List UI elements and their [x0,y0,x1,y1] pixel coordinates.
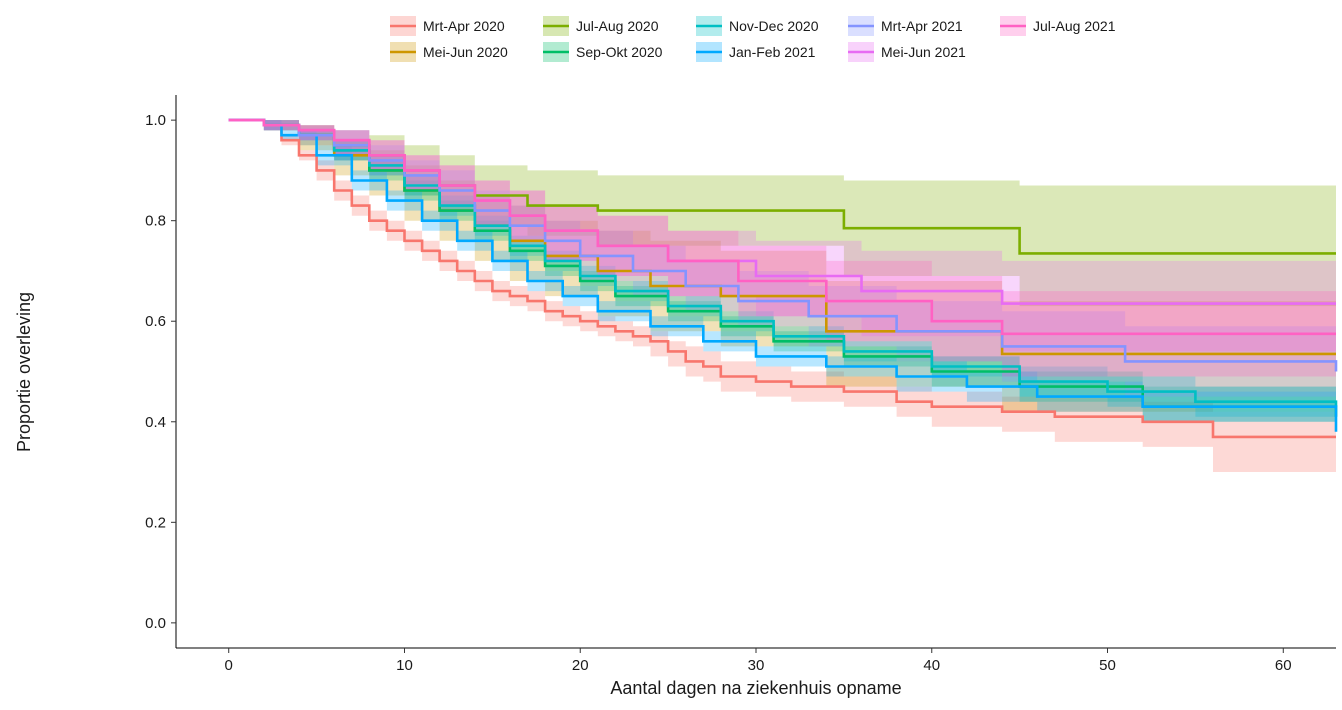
x-tick-label-40: 40 [923,657,940,674]
band-mrt-apr-2021 [228,120,1337,412]
survival-curves [228,118,1338,439]
band-jan-feb-2021 [228,120,1337,447]
y-tick-label-4: 0.8 [145,213,166,230]
x-tick-label-60: 60 [1275,657,1292,674]
x-tick-label-0: 0 [225,657,233,674]
band-mei-jun-2021 [228,120,1337,352]
legend-label-mei-jun-2020: Mei-Jun 2020 [423,44,508,60]
x-tick-label-50: 50 [1099,657,1116,674]
y-tick-label-0: 0.0 [145,615,166,632]
legend-label-mrt-apr-2020: Mrt-Apr 2020 [423,18,505,34]
curve-mrt-apr-2021 [228,118,1338,372]
band-mei-jun-2020 [228,120,1337,412]
y-tick-label-5: 1.0 [145,112,166,129]
legend-label-mrt-apr-2021: Mrt-Apr 2021 [881,18,963,34]
band-jul-aug-2021 [228,120,1337,377]
band-jul-aug-2020 [228,120,1337,307]
legend-label-sep-okt-2020: Sep-Okt 2020 [576,44,663,60]
x-ticks: 0 10 20 30 40 50 60 [225,648,1292,674]
legend-label-mei-jun-2021: Mei-Jun 2021 [881,44,966,60]
curve-mrt-apr-2020 [228,118,1336,439]
legend: Mrt-Apr 2020 Mei-Jun 2020 Jul-Aug 2020 Sep-… [390,16,1116,62]
x-tick-label-20: 20 [572,657,589,674]
x-axis-title: Aantal dagen na ziekenhuis opname [610,678,901,698]
curve-jul-aug-2021 [228,118,1336,336]
band-sep-okt-2020 [228,120,1337,437]
curve-nov-dec-2020 [228,118,1338,407]
x-tick-label-10: 10 [396,657,413,674]
y-tick-label-1: 0.2 [145,514,166,531]
curve-jan-feb-2021 [228,118,1338,432]
y-ticks: 0.0 0.2 0.4 0.6 0.8 1.0 [145,112,176,632]
y-tick-label-2: 0.4 [145,414,166,431]
y-axis-title: Proportie overleving [14,292,34,452]
y-tick-label-3: 0.6 [145,313,166,330]
legend-label-nov-dec-2020: Nov-Dec 2020 [729,18,819,34]
legend-label-jul-aug-2020: Jul-Aug 2020 [576,18,659,34]
confidence-bands [228,120,1337,472]
legend-label-jul-aug-2021: Jul-Aug 2021 [1033,18,1116,34]
x-tick-label-30: 30 [748,657,765,674]
legend-label-jan-feb-2021: Jan-Feb 2021 [729,44,816,60]
